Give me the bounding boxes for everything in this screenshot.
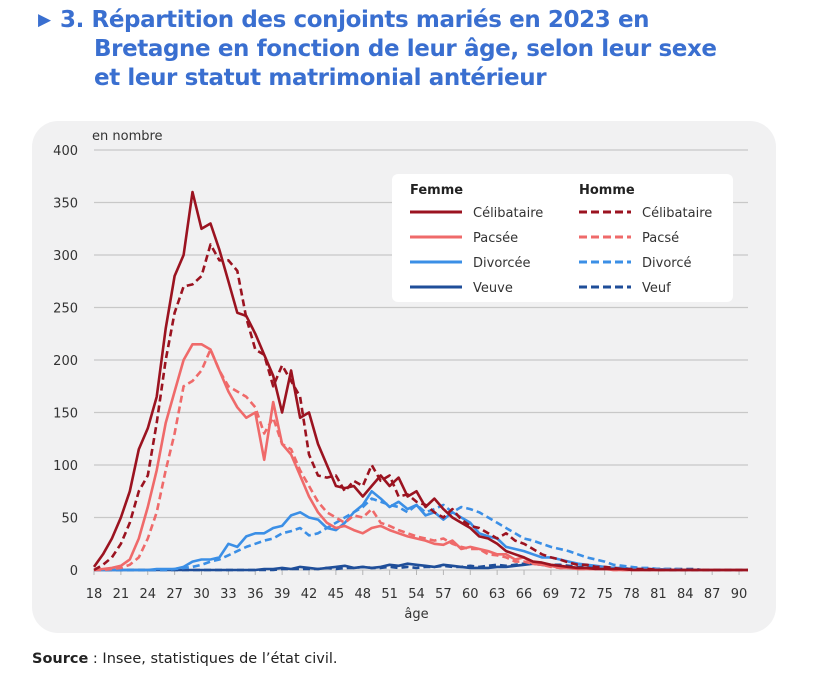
source-label: Source (32, 651, 89, 667)
x-tick-label: 63 (489, 587, 506, 602)
x-tick-label: 78 (623, 587, 640, 602)
legend-entry-label: Célibataire (642, 206, 712, 221)
legend-group-title: Femme (410, 183, 463, 198)
legend-group-title: Homme (579, 183, 635, 198)
x-axis-ticks: 18 21 24 27 30 33 36 39 42 45 48 51 54 57 60 63 66 69 72 75… (86, 570, 748, 602)
title-line-3: et leur statut matrimonial antérieur (94, 65, 547, 91)
x-tick-label: 18 (86, 587, 103, 602)
legend-entry-label: Veuf (642, 281, 671, 296)
chart-title: ▶ 3. Répartition des conjoints mariés en … (38, 6, 798, 93)
legend-entry-label: Divorcé (642, 256, 691, 271)
y-tick-label: 350 (53, 197, 78, 212)
legend-entry-label: Pacsé (642, 231, 679, 246)
x-tick-label: 75 (596, 587, 613, 602)
title-line-2: Bretagne en fonction de leur âge, selon … (94, 36, 717, 62)
y-tick-label: 50 (61, 512, 78, 527)
x-tick-label: 57 (435, 587, 452, 602)
series-line-homme-pacsé (94, 348, 748, 572)
x-tick-label: 81 (650, 587, 667, 602)
x-tick-label: 60 (462, 587, 479, 602)
y-axis-unit-label: en nombre (92, 129, 163, 144)
legend-entry-label: Veuve (473, 281, 513, 296)
series-line-homme-célibataire (93, 243, 748, 572)
y-tick-label: 400 (53, 144, 78, 159)
x-tick-label: 84 (677, 587, 694, 602)
x-tick-label: 45 (328, 587, 345, 602)
y-tick-label: 300 (53, 249, 78, 264)
x-tick-label: 72 (570, 587, 587, 602)
x-axis-label: âge (404, 607, 428, 622)
x-tick-label: 87 (704, 587, 721, 602)
title-line-1: ▶ 3. Répartition des conjoints mariés en … (38, 7, 650, 33)
x-tick-label: 39 (274, 587, 291, 602)
series-lines (92, 190, 748, 572)
y-tick-label: 100 (53, 459, 78, 474)
legend: Femme Célibataire Pacsée Divorcée Veuve Homme… (392, 174, 733, 302)
legend-entry-label: Divorcée (473, 256, 530, 271)
x-tick-label: 21 (113, 587, 130, 602)
series-line-homme-divorcé (94, 497, 748, 572)
x-tick-label: 51 (381, 587, 398, 602)
source-text: : Insee, statistiques de l’état civil. (88, 651, 338, 667)
legend-entry-label: Pacsée (473, 231, 518, 246)
y-tick-label: 0 (70, 564, 78, 579)
x-tick-label: 24 (139, 587, 156, 602)
legend-entry-label: Célibataire (473, 206, 543, 221)
x-tick-label: 33 (220, 587, 237, 602)
y-axis-ticks: 0 50 100 150 200 250 300 350 400 (53, 144, 78, 579)
triangle-right-icon: ▶ (38, 10, 51, 30)
y-tick-label: 150 (53, 407, 78, 422)
x-tick-label: 36 (247, 587, 264, 602)
legend-box (392, 174, 733, 302)
series-line-femme-divorcée (94, 489, 748, 572)
x-tick-label: 69 (543, 587, 560, 602)
x-tick-label: 30 (193, 587, 210, 602)
x-tick-label: 27 (166, 587, 183, 602)
x-tick-label: 90 (731, 587, 748, 602)
y-tick-label: 250 (53, 302, 78, 317)
x-tick-label: 48 (354, 587, 371, 602)
x-tick-label: 42 (301, 587, 318, 602)
source-note: Source : Insee, statistiques de l’état c… (32, 651, 338, 667)
x-tick-label: 66 (516, 587, 533, 602)
x-tick-label: 54 (408, 587, 425, 602)
y-tick-label: 200 (53, 354, 78, 369)
